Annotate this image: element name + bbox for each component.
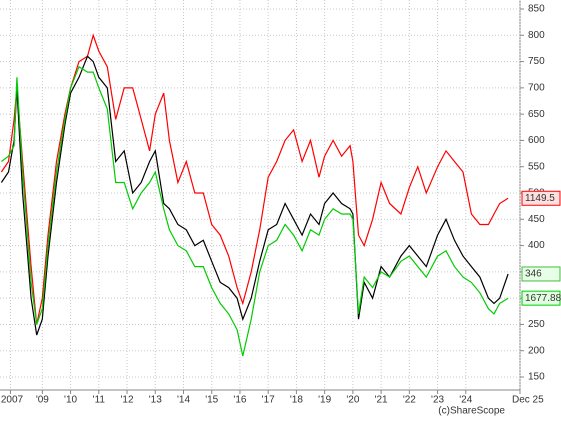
x-tick-label: '24	[459, 395, 472, 406]
end-label: 1149.5	[521, 190, 561, 206]
x-tick-label: '13	[149, 395, 162, 406]
end-label-text: 1677.88	[525, 293, 561, 304]
y-tick-label: 400	[528, 240, 545, 251]
series-line	[1, 65, 509, 357]
y-tick-label: 850	[528, 4, 545, 15]
x-tick-label: '12	[121, 395, 134, 406]
x-tick-label: 2007	[1, 395, 24, 406]
x-tick-label: '23	[431, 395, 444, 406]
end-label-box	[521, 266, 561, 282]
end-label: 346	[521, 266, 561, 282]
x-tick-label: '19	[318, 395, 331, 406]
y-tick-label: 600	[528, 135, 545, 146]
x-tick-label: '18	[290, 395, 303, 406]
x-tick-label: '17	[262, 395, 275, 406]
y-tick-label: 650	[528, 109, 545, 120]
x-tick-label: '09	[36, 395, 49, 406]
end-label-box	[521, 190, 561, 206]
x-tick-label: '22	[403, 395, 416, 406]
y-tick-label: 700	[528, 82, 545, 93]
credit: (c)ShareScope	[438, 406, 505, 417]
end-label: 1677.88	[521, 290, 561, 306]
y-tick-label: 750	[528, 56, 545, 67]
x-tick-label: '15	[205, 395, 218, 406]
y-tick-label: 250	[528, 319, 545, 330]
y-tick-label: 800	[528, 30, 545, 41]
grid	[0, 0, 521, 390]
x-tick-label: '14	[177, 395, 190, 406]
y-tick-label: 450	[528, 214, 545, 225]
y-tick-label: 550	[528, 161, 545, 172]
series-line	[0, 55, 509, 336]
y-tick-label: 200	[528, 345, 545, 356]
x-tick-label: '10	[64, 395, 77, 406]
y-tick-label: 150	[528, 372, 545, 383]
x-tick-label: '20	[346, 395, 359, 406]
x-tick-label: Dec 25	[512, 395, 544, 406]
end-label-text: 346	[525, 269, 542, 280]
x-tick-label: '11	[93, 395, 106, 406]
x-tick-label: '21	[375, 395, 388, 406]
end-label-box	[521, 290, 561, 306]
end-label-text: 1149.5	[525, 193, 555, 204]
x-tick-label: '16	[233, 395, 246, 406]
